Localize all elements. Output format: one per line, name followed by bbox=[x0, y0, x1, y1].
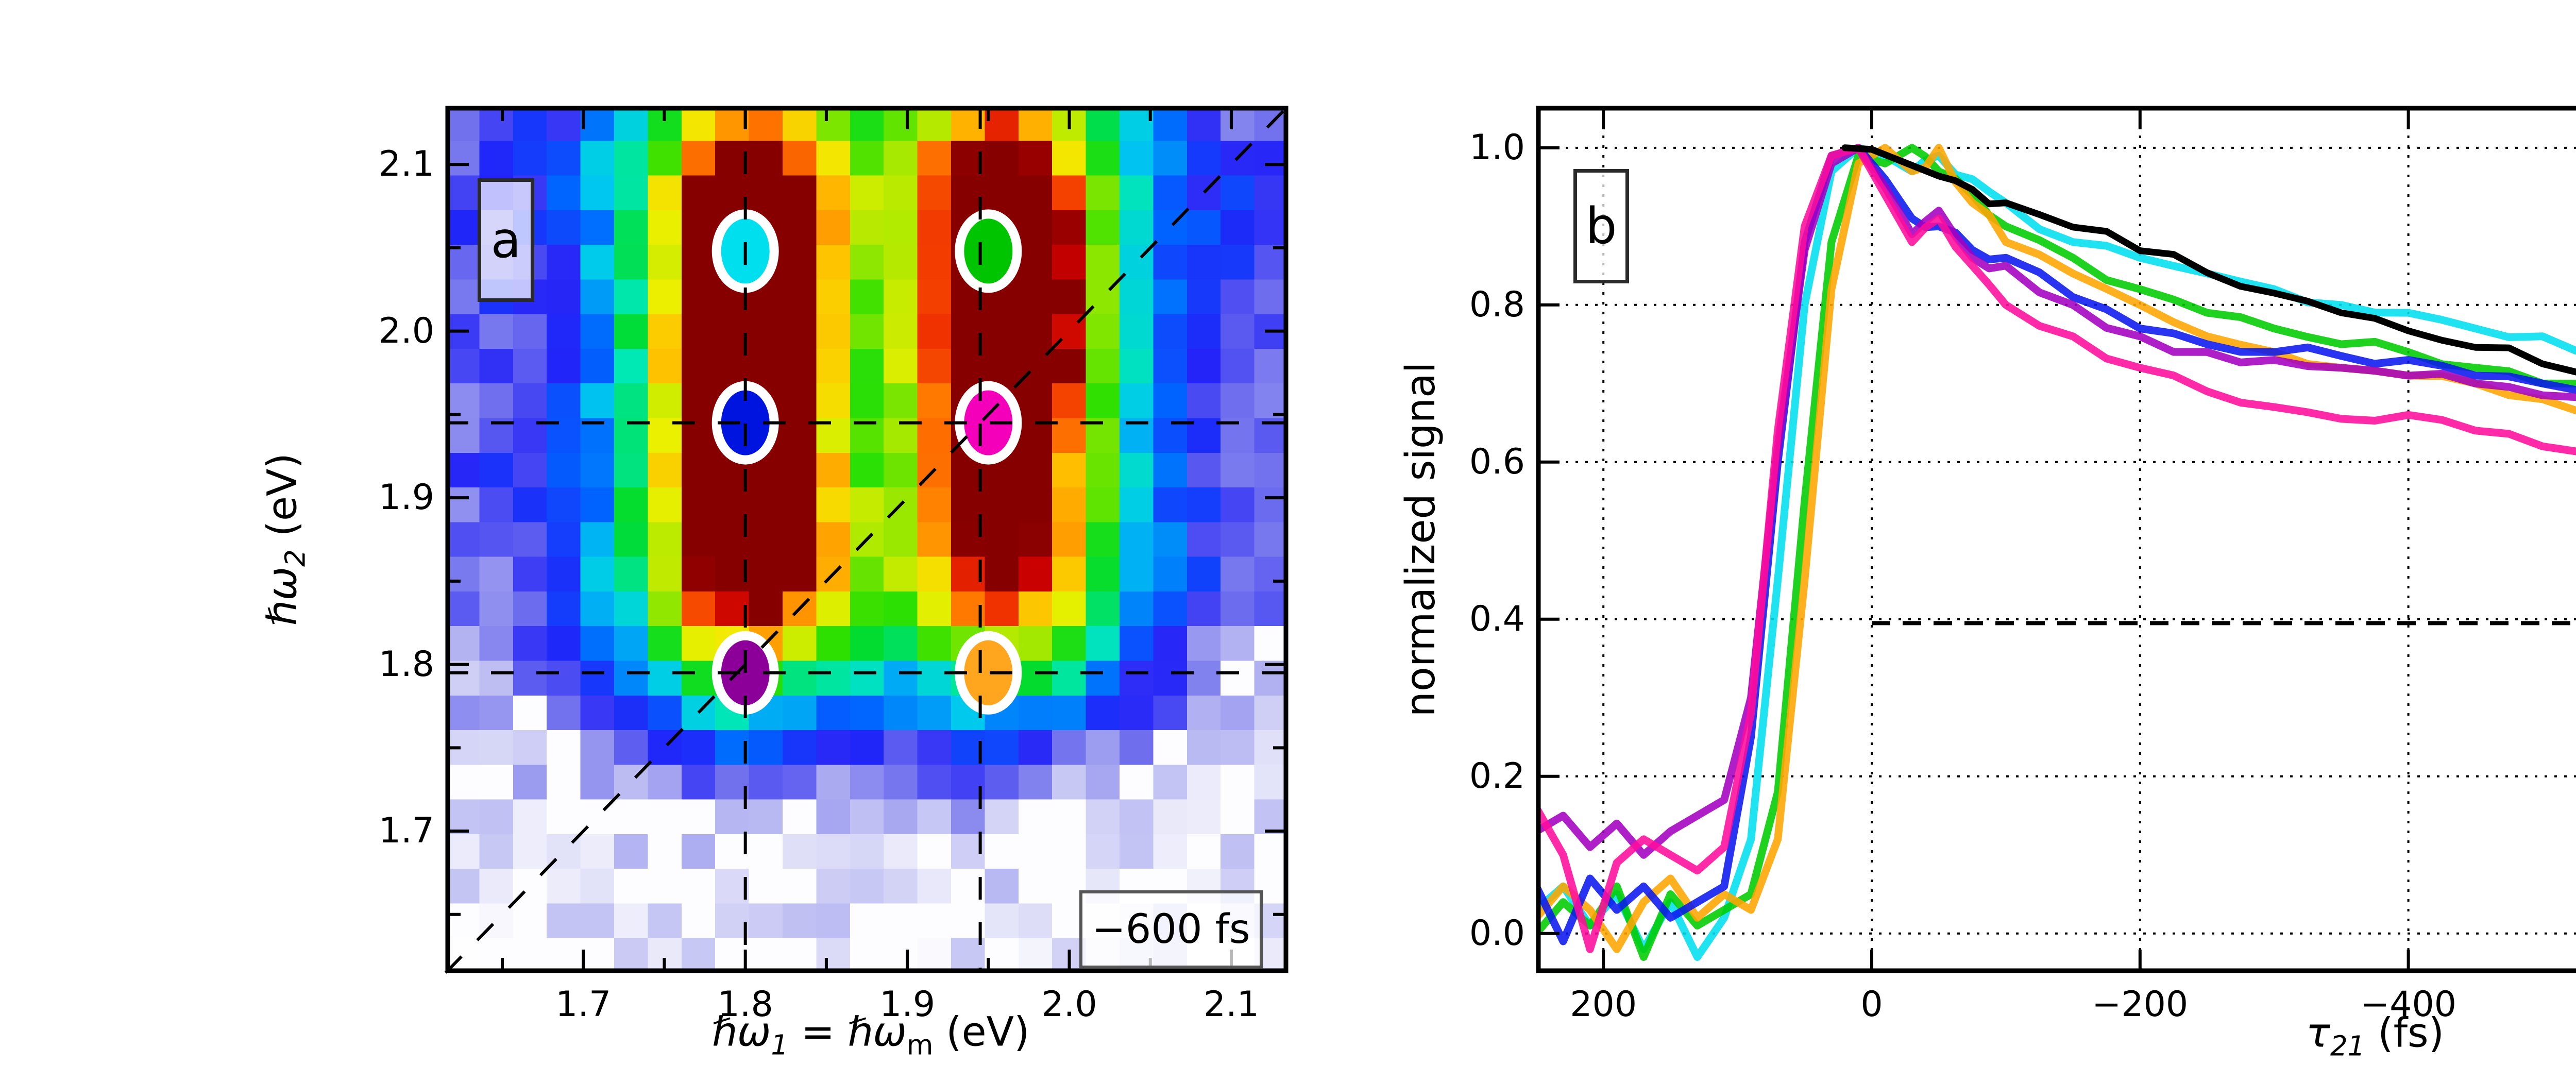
fit-curve bbox=[1841, 144, 2576, 376]
panel-b: b bbox=[1536, 106, 2576, 973]
panel-b-ylabel: normalized signal bbox=[1398, 362, 1444, 717]
panel-a-xlabel: ℏω1 = ℏωm (eV) bbox=[711, 1009, 1030, 1061]
delay-annotation-box: −600 fs bbox=[1079, 890, 1263, 969]
panel-b-ytick-0.8: 0.8 bbox=[1469, 284, 1525, 325]
panel-b-xtick--400: −400 bbox=[2360, 984, 2456, 1025]
marker-green bbox=[955, 209, 1022, 293]
diagonal-line bbox=[444, 105, 1290, 974]
panel-a-ytick-1.9: 1.9 bbox=[378, 477, 434, 518]
curve-orange bbox=[1536, 144, 2576, 953]
heatmap-overlay bbox=[444, 105, 1290, 974]
panel-a-letter-box: a bbox=[478, 178, 534, 302]
decay-plot bbox=[1536, 106, 2576, 973]
panel-b-spines bbox=[1536, 106, 2576, 973]
curve-purple bbox=[1536, 144, 2576, 859]
panel-b-xtick--200: −200 bbox=[2092, 984, 2189, 1025]
panel-a-xtick-1.7: 1.7 bbox=[555, 984, 612, 1025]
curve-green bbox=[1536, 144, 2576, 961]
panel-a-ytick-1.8: 1.8 bbox=[378, 644, 434, 685]
curve-cyan bbox=[1536, 144, 2576, 961]
panel-a-letter: a bbox=[490, 211, 521, 269]
panel-a-ytick-2.0: 2.0 bbox=[378, 310, 434, 351]
panel-b-ytick-0.0: 0.0 bbox=[1469, 912, 1525, 954]
panel-b-ytick-0.2: 0.2 bbox=[1469, 755, 1525, 797]
panel-a-ytick-2.1: 2.1 bbox=[378, 144, 434, 185]
panel-b-xtick-0: 0 bbox=[1860, 984, 1883, 1025]
panel-a-xtick-1.8: 1.8 bbox=[717, 984, 773, 1025]
curve-magenta bbox=[1536, 144, 2576, 953]
panel-a-xtick-1.9: 1.9 bbox=[879, 984, 936, 1025]
panel-b-ytick-0.6: 0.6 bbox=[1469, 441, 1525, 482]
panel-b-xlabel: τ21 (fs) bbox=[2306, 1010, 2445, 1062]
panel-a-ytick-1.7: 1.7 bbox=[378, 810, 434, 852]
panel-a-spines bbox=[445, 106, 1289, 973]
panel-b-ytick-0.4: 0.4 bbox=[1469, 598, 1525, 639]
panel-b-ytick-1.0: 1.0 bbox=[1469, 127, 1525, 168]
panel-a-xtick-2.0: 2.0 bbox=[1041, 984, 1097, 1025]
panel-b-letter: b bbox=[1585, 197, 1617, 255]
delay-annotation: −600 fs bbox=[1092, 906, 1250, 953]
panel-a: a −600 fs bbox=[444, 105, 1290, 974]
panel-b-xtick-200: 200 bbox=[1570, 984, 1637, 1025]
panel-a-xtick-2.1: 2.1 bbox=[1203, 984, 1260, 1025]
panel-b-letter-box: b bbox=[1573, 169, 1629, 283]
panel-a-ylabel: ℏω2 (eV) bbox=[259, 453, 312, 626]
